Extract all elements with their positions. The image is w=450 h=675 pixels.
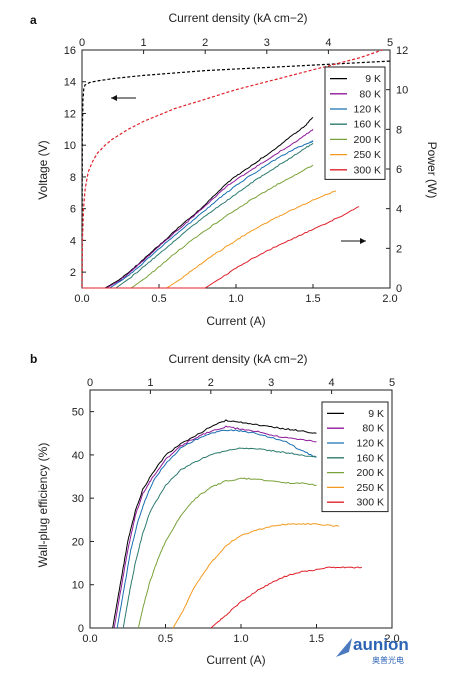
power-curve-300k xyxy=(82,206,360,289)
panel-b-curves xyxy=(112,419,362,629)
panel-a-x2-tick-label: 3 xyxy=(264,37,270,49)
panel-b-y-tick-label: 40 xyxy=(72,450,84,462)
panel-b-x-tick-label: 1.0 xyxy=(233,633,248,645)
power-curve-160k xyxy=(82,142,314,289)
panel-a-x2-tick-label: 1 xyxy=(141,37,147,49)
panel-b-x2-tick-label: 2 xyxy=(208,377,214,389)
wpe-curve-300k xyxy=(210,566,362,629)
panel-a-legend-box xyxy=(324,66,386,180)
panel-b-legend-label: 120 K xyxy=(357,438,384,450)
power-curve-120k xyxy=(82,139,314,289)
panel-a-y-tick-label: 6 xyxy=(70,204,76,216)
panel-a-y2-tick-label: 0 xyxy=(396,283,402,295)
power-curve-80k xyxy=(82,128,314,289)
panel-a-y2-tick-label: 2 xyxy=(396,243,402,255)
panel-a-y-label: Voltage (V) xyxy=(36,140,50,199)
panel-b-x-tick-label: 2.0 xyxy=(384,633,399,645)
watermark-logo-icon xyxy=(336,638,352,657)
panel-b-legend-label: 9 K xyxy=(368,408,384,420)
panel-a-x2-tick-label: 4 xyxy=(325,37,331,49)
panel-a-y-tick-label: 14 xyxy=(64,77,76,89)
panel-a-y2-tick-label: 6 xyxy=(396,164,402,176)
wpe-curve-9k xyxy=(112,419,317,629)
panel-b-y-tick-label: 0 xyxy=(78,623,84,635)
panel-a-x-tick-label: 0.0 xyxy=(74,293,89,305)
panel-b-y-tick-label: 20 xyxy=(72,536,84,548)
panel-a-legend-label: 250 K xyxy=(354,149,381,161)
voltage-curve-9k xyxy=(81,60,391,287)
panel-a-y2-label: Power (W) xyxy=(425,142,439,199)
panel-a-legend-label: 80 K xyxy=(359,88,381,100)
panel-b-x2-tick-label: 4 xyxy=(329,377,335,389)
panel-a-legend-label: 9 K xyxy=(365,73,381,85)
panel-a-x2-tick-label: 5 xyxy=(387,37,393,49)
arrow-left-voltage xyxy=(111,95,136,101)
wpe-curve-120k xyxy=(116,429,317,629)
panel-a-x2-tick-label: 0 xyxy=(79,37,85,49)
panel-b-y-tick-label: 30 xyxy=(72,493,84,505)
watermark: aunion 奥普光电 xyxy=(336,635,409,665)
panel-b-x-tick-label: 0.5 xyxy=(158,633,173,645)
panel-b-x2-tick-label: 5 xyxy=(389,377,395,389)
panel-a-x2-label: Current density (kA cm−2) xyxy=(168,11,307,25)
power-curve-250k xyxy=(82,190,337,289)
wpe-curve-250k xyxy=(172,523,340,629)
panel-a-x-tick-label: 2.0 xyxy=(382,293,397,305)
panel-a-legend-label: 200 K xyxy=(354,134,381,146)
panel-b-legend-box xyxy=(321,401,389,513)
panel-b-x2-tick-label: 3 xyxy=(268,377,274,389)
panel-a-legend-label: 300 K xyxy=(354,164,381,176)
panel-b-x-tick-label: 1.5 xyxy=(309,633,324,645)
wpe-curve-200k xyxy=(137,477,317,629)
panel-a-y2-tick-label: 10 xyxy=(396,85,408,97)
panel-b-x2-tick-label: 1 xyxy=(147,377,153,389)
panel-a-y-tick-label: 12 xyxy=(64,108,76,120)
panel-b-legend-label: 250 K xyxy=(357,482,384,494)
power-curve-200k xyxy=(82,164,314,289)
panel-a-x-tick-label: 0.5 xyxy=(151,293,166,305)
watermark-tagline: 奥普光电 xyxy=(372,655,404,665)
panel-b-legend-label: 200 K xyxy=(357,467,384,479)
panel-b-x-label: Current (A) xyxy=(206,653,265,667)
panel-b-letter: b xyxy=(30,352,37,366)
panel-a-curves xyxy=(81,49,391,289)
wpe-curve-160k xyxy=(122,447,317,629)
panel-b-y-tick-label: 10 xyxy=(72,580,84,592)
panel-b-legend-label: 80 K xyxy=(362,423,384,435)
panel-b: b Current density (kA cm−2) Current (A) … xyxy=(30,352,400,667)
panel-a-legend-label: 160 K xyxy=(354,119,381,131)
panel-a-y2-tick-label: 12 xyxy=(396,45,408,57)
watermark-brand: aunion xyxy=(353,635,409,654)
panel-a-letter: a xyxy=(30,13,37,27)
panel-a-x-tick-label: 1.5 xyxy=(305,293,320,305)
panel-a-ticks: 0.0 0.5 1.0 1.5 2.00 1 2 3 4 52468101214160246810… xyxy=(64,37,409,305)
panel-a-legend: 9 K 80 K 120 K 160 K 200 K 250 K 300 K xyxy=(324,66,386,180)
panel-b-legend-label: 160 K xyxy=(357,452,384,464)
panel-b-x2-label: Current density (kA cm−2) xyxy=(168,352,307,366)
panel-b-x2-tick-label: 0 xyxy=(87,377,93,389)
panel-b-y-label: Wall-plug efficiency (%) xyxy=(36,443,50,568)
panel-a: a Current density (kA cm−2) Current (A) … xyxy=(30,11,439,328)
panel-b-y-tick-label: 50 xyxy=(72,407,84,419)
panel-a-y2-tick-label: 4 xyxy=(396,204,402,216)
panel-b-legend: 9 K 80 K 120 K 160 K 200 K 250 K 300 K xyxy=(321,401,389,513)
wpe-curve-80k xyxy=(113,425,317,629)
panel-a-legend-label: 120 K xyxy=(354,104,381,116)
panel-a-y2-tick-label: 8 xyxy=(396,124,402,136)
panel-a-y-tick-label: 16 xyxy=(64,45,76,57)
arrow-right-power xyxy=(341,238,366,244)
panel-a-y-tick-label: 2 xyxy=(70,267,76,279)
panel-a-y-tick-label: 4 xyxy=(70,235,76,247)
panel-a-x-label: Current (A) xyxy=(206,314,265,328)
panel-b-x-tick-label: 0.0 xyxy=(82,633,97,645)
panel-a-y-tick-label: 8 xyxy=(70,172,76,184)
panel-a-x2-tick-label: 2 xyxy=(202,37,208,49)
panel-b-legend-label: 300 K xyxy=(357,497,384,509)
panel-a-y-tick-label: 10 xyxy=(64,140,76,152)
power-curve-9k xyxy=(82,117,314,289)
panel-a-x-tick-label: 1.0 xyxy=(228,293,243,305)
